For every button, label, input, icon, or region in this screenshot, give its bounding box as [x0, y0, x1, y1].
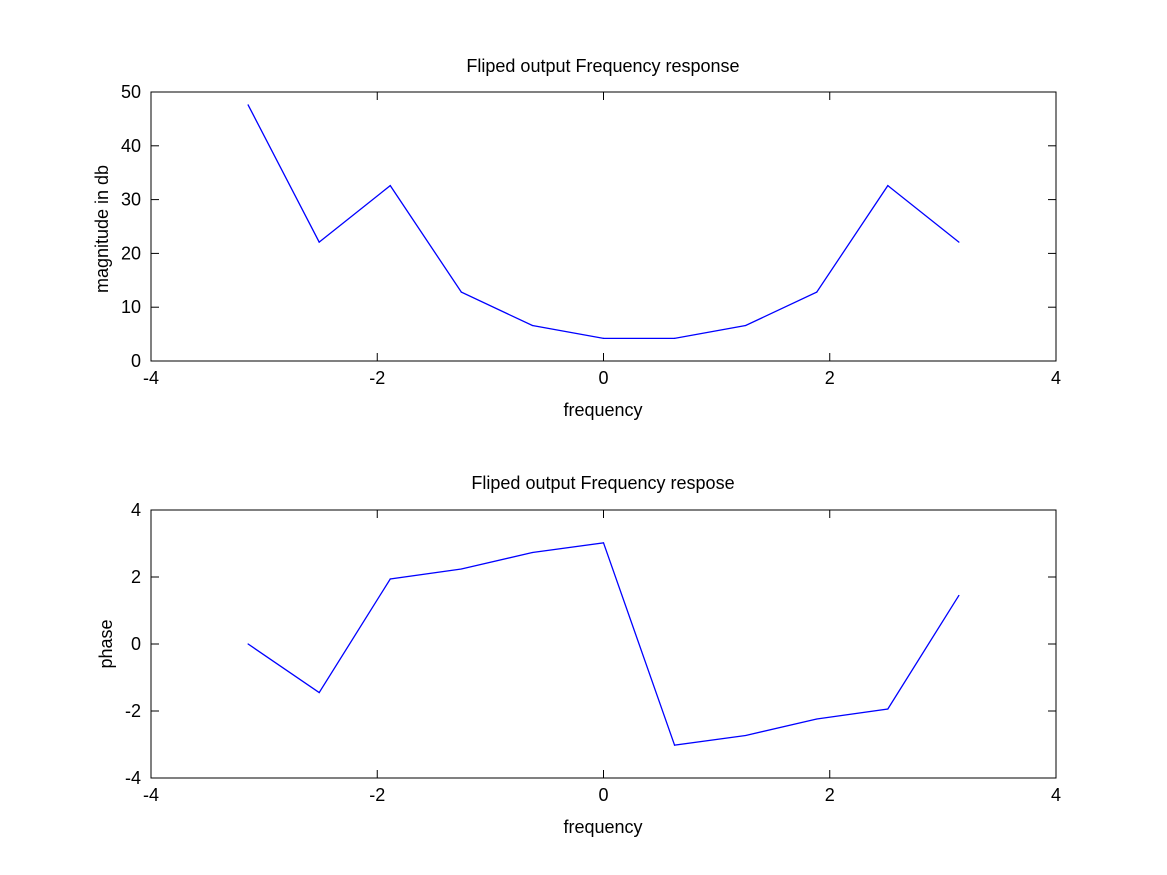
magnitude-y-tick-label: 30: [121, 190, 141, 210]
magnitude-x-tick-label: 0: [598, 368, 608, 388]
phase-data-point: [816, 718, 818, 720]
phase-subplot: Fliped output Frequency respose -4 -2 0 2 4-…: [96, 473, 1061, 837]
magnitude-subplot: Fliped output Frequency response -4 -2 0 2 4…: [92, 56, 1061, 420]
phase-data-point: [389, 578, 391, 580]
magnitude-y-tick-label: 20: [121, 243, 141, 263]
phase-series: [247, 542, 960, 746]
magnitude-y-tick-label: 50: [121, 82, 141, 102]
magnitude-y-tick-label: 0: [131, 351, 141, 371]
phase-data-point: [247, 643, 249, 645]
magnitude-data-point: [531, 324, 534, 327]
magnitude-data-point: [958, 241, 960, 243]
magnitude-data-point: [745, 324, 747, 327]
phase-x-tick-label: -4: [143, 785, 159, 805]
magnitude-data-point: [389, 185, 391, 187]
magnitude-x-tick-label: -2: [369, 368, 385, 388]
phase-data-point: [531, 551, 534, 554]
phase-ticks: [150, 509, 1057, 779]
phase-x-tick-label: 0: [598, 785, 608, 805]
phase-y-tick-label: -2: [125, 701, 141, 721]
phase-data-point: [745, 734, 747, 737]
magnitude-y-tick-label: 10: [121, 297, 141, 317]
phase-y-tick-label: 0: [131, 634, 141, 654]
phase-x-tick-label: 2: [825, 785, 835, 805]
phase-data-point: [460, 568, 462, 570]
phase-y-tick-label: 4: [131, 500, 141, 520]
magnitude-series: [247, 104, 960, 340]
phase-data-point: [602, 542, 605, 544]
phase-x-tick-label: -2: [369, 785, 385, 805]
phase-tick-labels: -4 -2 0 2 4 -4 -2 0 2 4: [125, 500, 1061, 805]
phase-y-tick-label: -4: [125, 768, 141, 788]
phase-x-tick-label: 4: [1051, 785, 1061, 805]
phase-y-axis-label: phase: [96, 619, 116, 668]
magnitude-ticks: [150, 91, 1057, 362]
magnitude-data-point: [460, 291, 462, 293]
phase-data-point: [887, 708, 889, 710]
magnitude-x-tick-label: -4: [143, 368, 159, 388]
phase-y-tick-label: 2: [131, 567, 141, 587]
phase-data-point: [673, 744, 676, 746]
magnitude-data-point: [318, 241, 320, 243]
magnitude-y-axis-label: magnitude in db: [92, 165, 112, 293]
phase-x-axis-label: frequency: [563, 817, 642, 837]
phase-chart-title: Fliped output Frequency respose: [471, 473, 734, 493]
magnitude-x-tick-label: 4: [1051, 368, 1061, 388]
magnitude-y-tick-label: 40: [121, 136, 141, 156]
magnitude-data-point: [816, 291, 818, 293]
magnitude-x-axis-label: frequency: [563, 400, 642, 420]
phase-data-point: [958, 594, 960, 597]
magnitude-data-point: [673, 337, 676, 340]
magnitude-data-point: [602, 337, 605, 340]
magnitude-data-point: [247, 104, 249, 106]
phase-data-point: [318, 691, 320, 694]
magnitude-x-tick-label: 2: [825, 368, 835, 388]
magnitude-data-point: [887, 185, 889, 187]
magnitude-chart-title: Fliped output Frequency response: [466, 56, 739, 76]
